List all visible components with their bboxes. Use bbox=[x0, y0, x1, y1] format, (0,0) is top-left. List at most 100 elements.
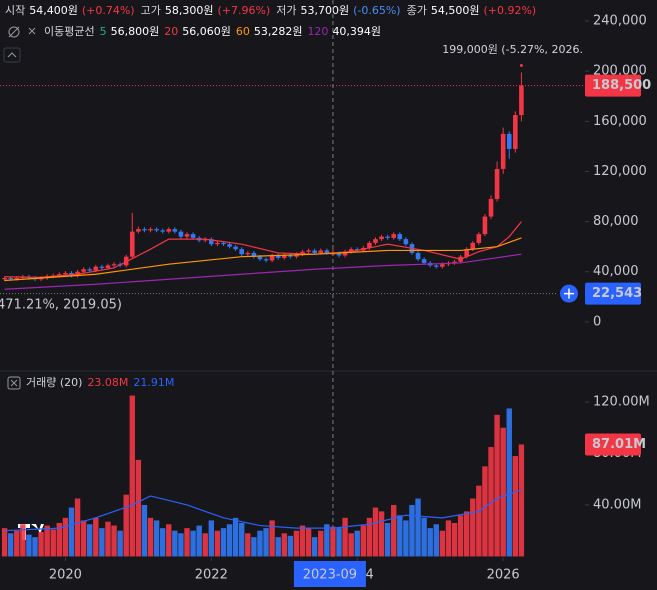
x-tick-label: 2020 bbox=[49, 568, 82, 583]
candle-body bbox=[99, 266, 105, 268]
volume-bar bbox=[178, 533, 184, 557]
candle-body bbox=[506, 133, 512, 149]
candle-body bbox=[391, 234, 397, 238]
volume-bar bbox=[360, 525, 367, 557]
volume-bar bbox=[488, 447, 494, 557]
volume-bar bbox=[50, 529, 56, 557]
volume-bar bbox=[190, 530, 196, 557]
volume-bar bbox=[74, 498, 81, 557]
volume-label: 87.01M bbox=[592, 437, 646, 452]
close-icon[interactable] bbox=[28, 27, 36, 35]
candle-body bbox=[166, 229, 172, 232]
ohlc-name: 저가 bbox=[276, 4, 296, 17]
candle-body bbox=[275, 255, 281, 258]
y-tick-label: 160,000 bbox=[593, 114, 647, 129]
candle-body bbox=[202, 239, 208, 241]
volume-bar bbox=[336, 528, 342, 557]
volume-bar bbox=[196, 525, 202, 557]
volume-value: 23.08M bbox=[87, 376, 128, 389]
candle-body bbox=[421, 259, 427, 263]
volume-bar bbox=[214, 530, 221, 557]
volume-bar bbox=[141, 504, 148, 557]
candle-body bbox=[57, 274, 62, 276]
candle-body bbox=[221, 242, 226, 245]
low-annotation: 471.21%, 2019.05) bbox=[0, 298, 122, 313]
candle-body bbox=[464, 249, 469, 257]
candle-body bbox=[476, 234, 482, 243]
candle-body bbox=[93, 266, 99, 271]
volume-bar bbox=[512, 456, 519, 557]
volume-bar bbox=[1, 528, 8, 557]
candle-body bbox=[379, 236, 384, 240]
candle-body bbox=[142, 229, 147, 231]
volume-title: 거래량 (20) bbox=[26, 376, 82, 389]
volume-bar bbox=[251, 537, 257, 557]
candle-body bbox=[373, 239, 378, 243]
ohlc-value: 54,400원 bbox=[29, 4, 78, 17]
ma-value: 56,800원 bbox=[111, 25, 160, 38]
volume-bar bbox=[184, 528, 190, 557]
volume-bar bbox=[311, 537, 318, 557]
hide-icon[interactable] bbox=[8, 26, 20, 38]
volume-bar bbox=[87, 524, 93, 557]
volume-bar bbox=[80, 520, 87, 557]
candle-body bbox=[324, 250, 330, 253]
ohlc-legend: 시작 54,400원 (+0.74%) 고가 58,300원 (+7.96%) 저가 53,7… bbox=[5, 4, 536, 17]
volume-bar bbox=[105, 521, 111, 557]
candle-body bbox=[239, 249, 245, 255]
volume-bar bbox=[62, 517, 69, 557]
candle-body bbox=[190, 234, 196, 238]
y-tick-label: 80,000 bbox=[593, 214, 639, 229]
candle-body bbox=[63, 272, 68, 275]
volume-close-icon[interactable] bbox=[7, 376, 21, 390]
candle-body bbox=[75, 271, 80, 276]
volume-bar bbox=[318, 530, 324, 557]
volume-bar bbox=[427, 528, 433, 557]
candle-body bbox=[354, 249, 360, 251]
volume-bar bbox=[226, 524, 233, 557]
candle-body bbox=[488, 199, 494, 217]
volume-bar bbox=[372, 507, 379, 557]
ohlc-name: 고가 bbox=[141, 4, 161, 17]
candle-body bbox=[433, 265, 439, 267]
candle-body bbox=[178, 231, 184, 237]
volume-bar bbox=[257, 530, 263, 557]
volume-bar bbox=[129, 395, 135, 557]
candle-body bbox=[184, 234, 190, 237]
candle-body bbox=[8, 278, 13, 280]
candle-body bbox=[519, 85, 524, 116]
volume-bar bbox=[232, 517, 239, 557]
candle-body bbox=[38, 278, 44, 280]
candle-body bbox=[403, 239, 409, 245]
volume-bar bbox=[366, 517, 373, 557]
volume-bar bbox=[269, 520, 275, 557]
volume-bar bbox=[324, 524, 330, 557]
collapse-button[interactable] bbox=[3, 47, 21, 63]
candle-body bbox=[300, 251, 305, 255]
volume-bar bbox=[117, 530, 123, 557]
candle-body bbox=[318, 250, 324, 253]
volume-bar bbox=[433, 524, 439, 557]
volume-ma-value: 21.91M bbox=[133, 376, 174, 389]
ma-line bbox=[4, 237, 522, 282]
candle-body bbox=[294, 254, 299, 257]
crosshair-label-box bbox=[293, 561, 366, 587]
ma-period: 5 bbox=[100, 25, 107, 38]
volume-label-box bbox=[585, 433, 641, 456]
ohlc-name: 시작 bbox=[5, 4, 25, 17]
ma-value: 40,394원 bbox=[332, 25, 381, 38]
volume-bar bbox=[463, 511, 470, 557]
candle-body bbox=[312, 250, 317, 253]
volume-bar bbox=[506, 408, 512, 557]
ohlc-change: (+0.92%) bbox=[483, 4, 536, 17]
high-annotation: 199,000원 (-5.27%, 2026. bbox=[442, 43, 583, 56]
volume-legend: 거래량 (20) 23.08M 21.91M bbox=[26, 376, 174, 389]
ma-value: 53,282원 bbox=[254, 25, 303, 38]
volume-bar bbox=[287, 535, 294, 557]
candle-body bbox=[233, 246, 238, 250]
volume-bar bbox=[44, 525, 50, 557]
volume-bar bbox=[500, 427, 506, 557]
candle-body bbox=[342, 251, 348, 256]
volume-bar bbox=[159, 528, 166, 557]
